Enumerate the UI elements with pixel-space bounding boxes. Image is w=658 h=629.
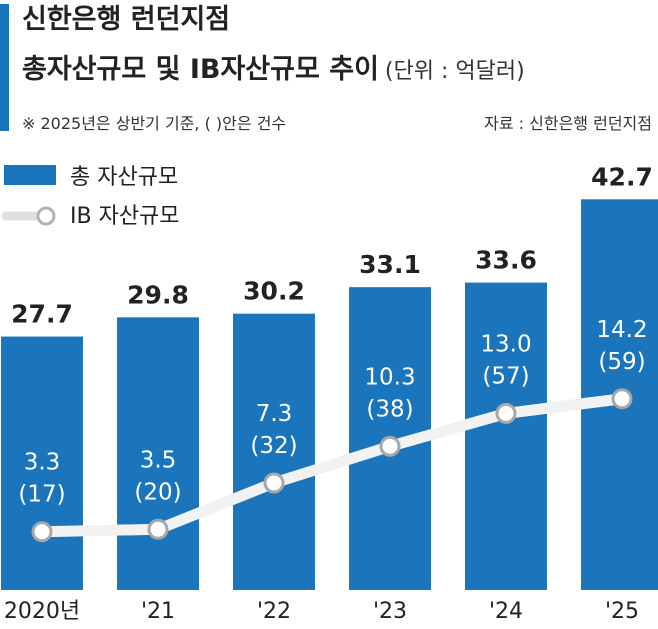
legend-line-marker xyxy=(36,206,56,226)
bar xyxy=(233,313,315,590)
ib-value-label: 3.5 xyxy=(140,447,177,473)
ib-marker xyxy=(147,518,169,540)
ib-value-label: 10.3 xyxy=(364,364,415,390)
legend-line-label: IB 자산규모 xyxy=(70,204,180,229)
bar-value-label: 30.2 xyxy=(243,277,305,306)
bar-value-label: 27.7 xyxy=(11,300,73,329)
chart-title-line1: 신한은행 런던지점 xyxy=(22,4,231,35)
ib-value-label: 7.3 xyxy=(256,401,293,427)
x-tick-label: 2020년 xyxy=(4,599,80,624)
ib-marker xyxy=(495,402,517,424)
x-tick-label: '25 xyxy=(605,599,639,624)
ib-count-label: (38) xyxy=(366,396,413,422)
bar xyxy=(465,282,547,590)
legend-bar-label: 총 자산규모 xyxy=(70,165,178,190)
ib-marker xyxy=(263,472,285,494)
x-tick-label: '22 xyxy=(257,599,291,624)
x-tick-label: '21 xyxy=(141,599,175,624)
ib-value-label: 3.3 xyxy=(24,450,61,476)
x-tick-label: '23 xyxy=(373,599,407,624)
title-accent-bar xyxy=(0,4,9,131)
source-label: 자료 : 신한은행 런던지점 xyxy=(484,114,652,133)
x-tick-label: '24 xyxy=(489,599,523,624)
unit-label: (단위 : 억달러) xyxy=(384,59,525,84)
ib-marker xyxy=(31,521,53,543)
ib-count-label: (57) xyxy=(482,363,529,389)
ib-count-label: (17) xyxy=(18,482,65,508)
bar xyxy=(117,317,199,590)
chart-title-line2: 총자산규모 및 IB자산규모 추이 (단위 : 억달러) xyxy=(22,54,525,88)
ib-marker xyxy=(379,435,401,457)
ib-value-label: 13.0 xyxy=(480,331,531,357)
bar-value-label: 42.7 xyxy=(591,162,653,191)
chart-title-main: 총자산규모 및 IB자산규모 추이 xyxy=(22,54,379,85)
bar-value-label: 33.1 xyxy=(359,250,421,279)
ib-marker xyxy=(611,388,633,410)
ib-line xyxy=(36,393,628,538)
ib-count-label: (59) xyxy=(598,349,645,375)
ib-value-label: 14.2 xyxy=(596,317,647,343)
footnote: ※ 2025년은 상반기 기준, ( )안은 건수 xyxy=(22,114,287,133)
bar-value-label: 33.6 xyxy=(475,246,537,275)
ib-count-label: (20) xyxy=(134,479,181,505)
ib-count-label: (32) xyxy=(250,433,297,459)
bar-value-label: 29.8 xyxy=(127,280,189,309)
legend-bar-swatch xyxy=(4,165,56,185)
bar xyxy=(1,336,83,590)
